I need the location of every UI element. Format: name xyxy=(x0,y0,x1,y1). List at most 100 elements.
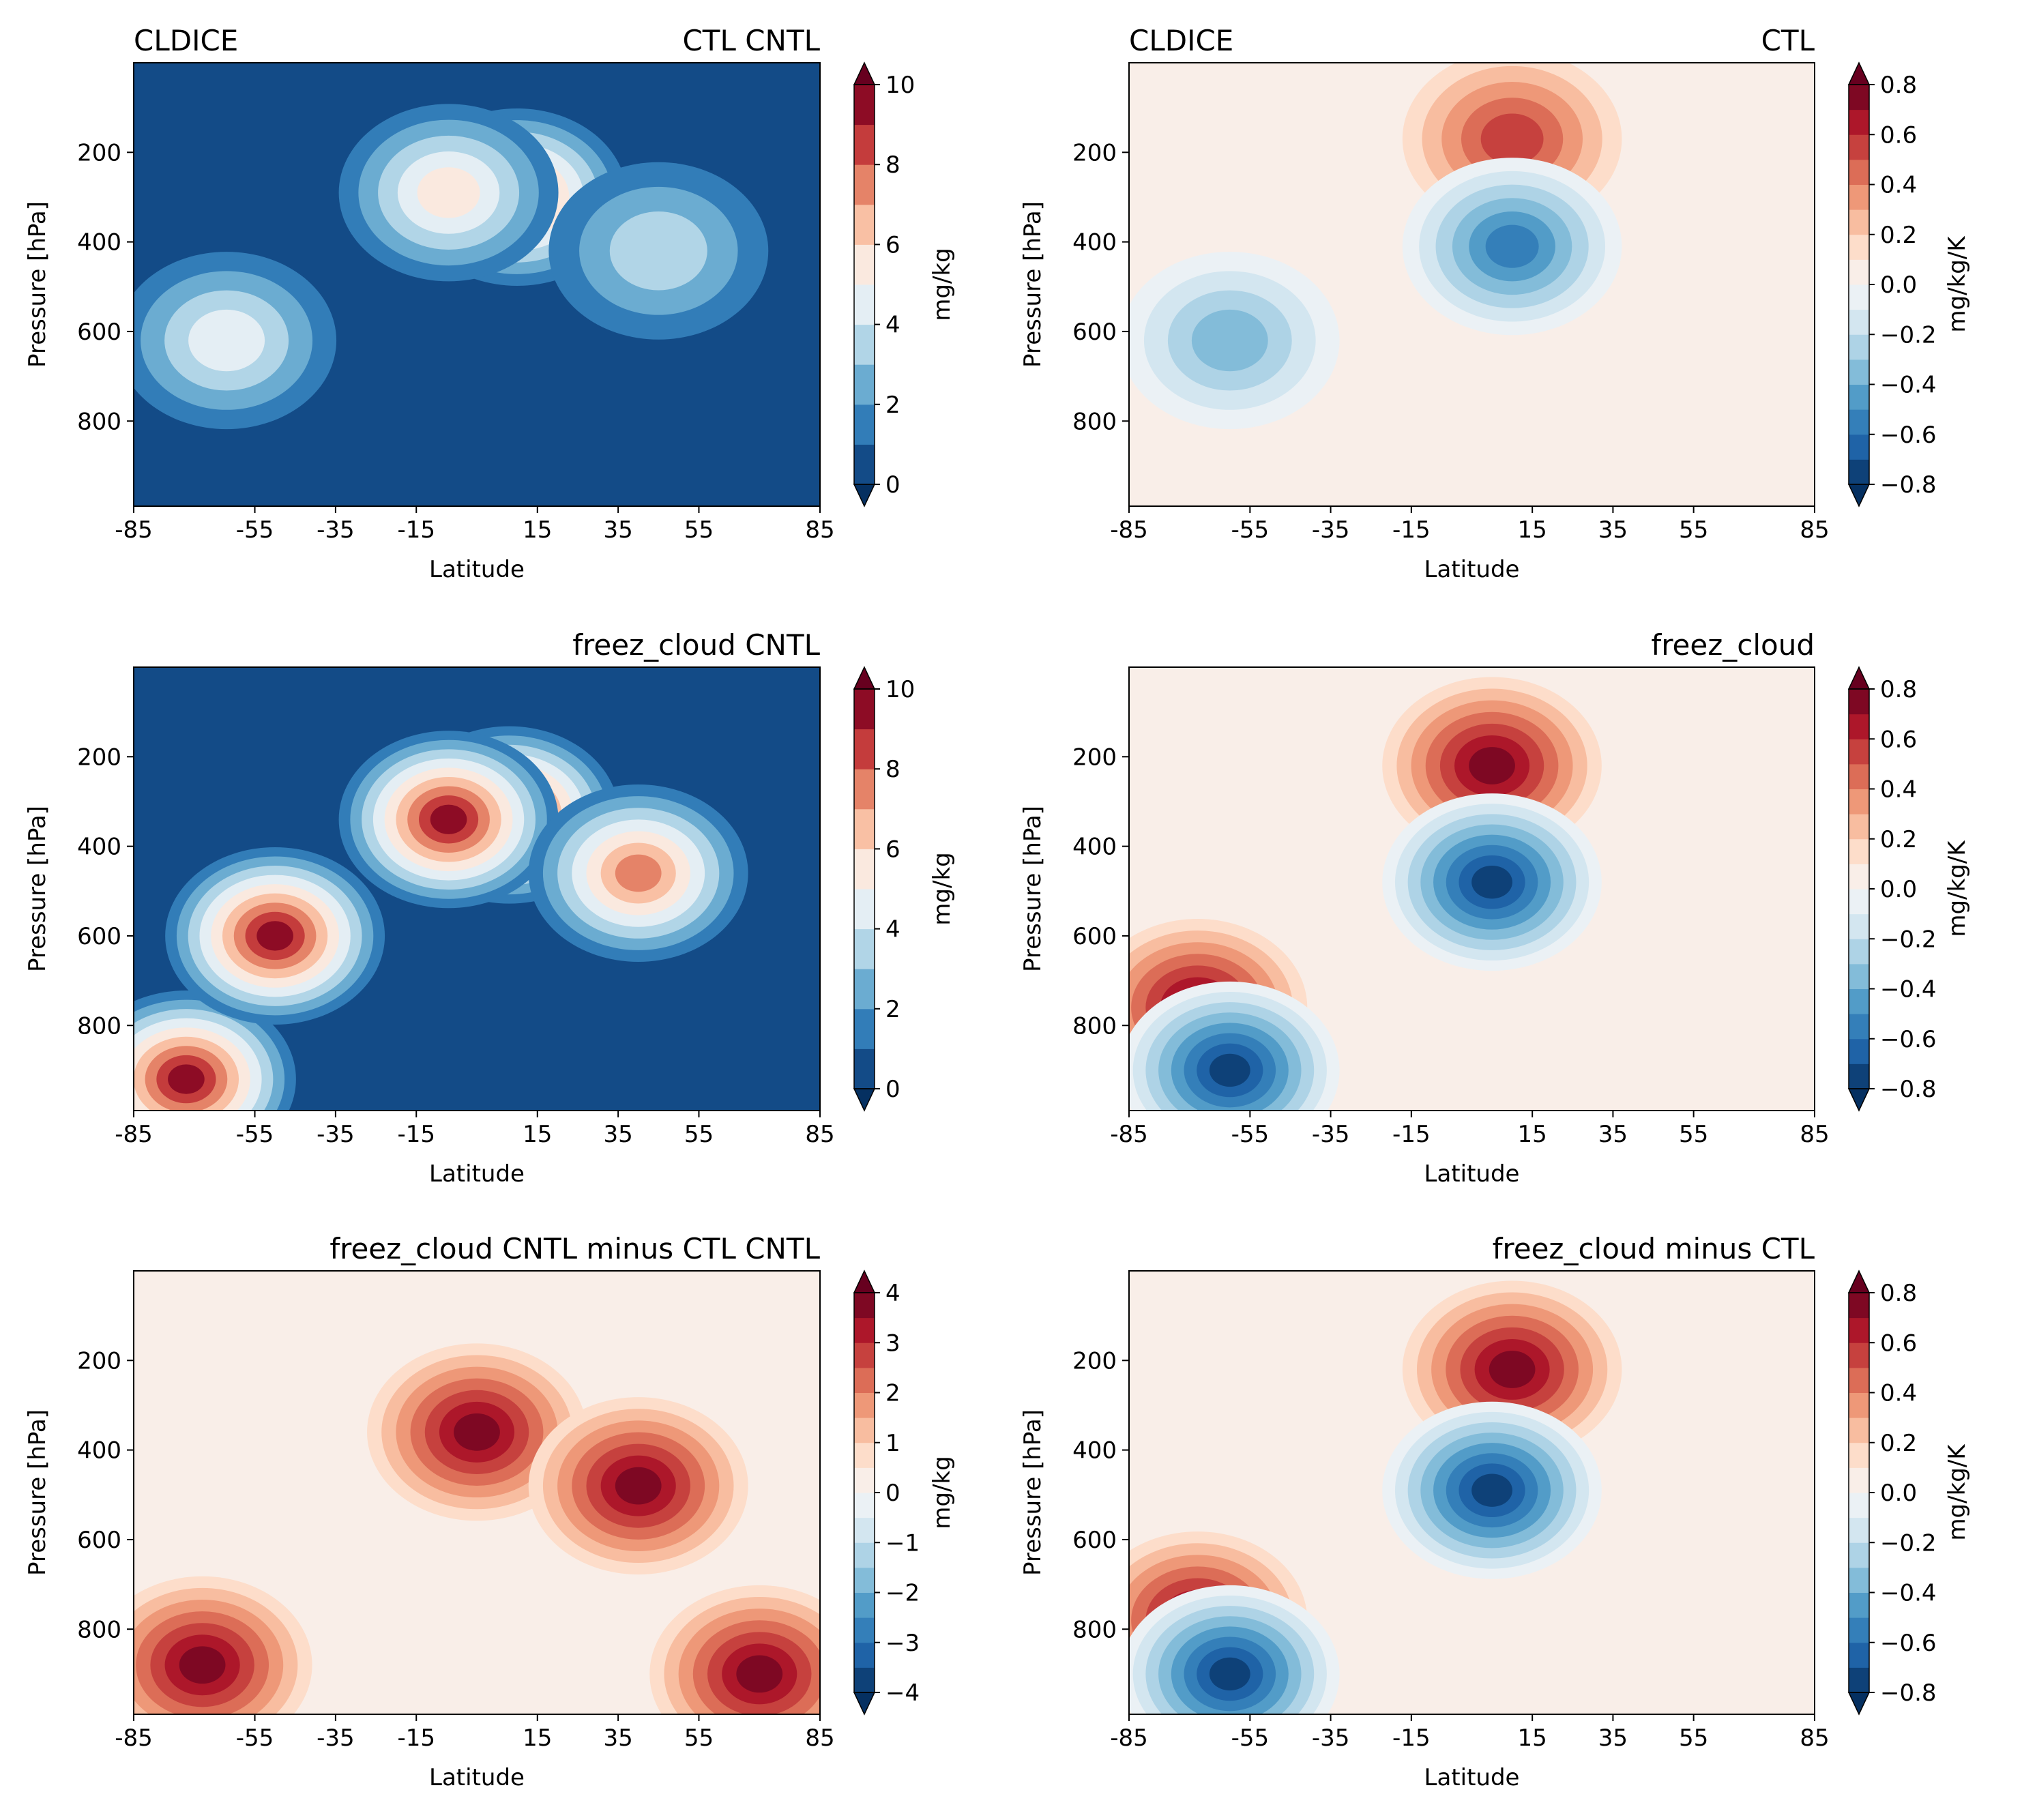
contour-feature-1 xyxy=(454,1413,500,1451)
colorbar-level xyxy=(1849,1667,1869,1693)
contour-feature-2 xyxy=(1485,224,1539,268)
colorbar-tick-label: −0.2 xyxy=(1880,926,1937,953)
contour-feature-3 xyxy=(430,804,467,834)
colorbar-label: mg/kg/K xyxy=(1944,235,1971,333)
x-tick-label: 55 xyxy=(1679,1724,1708,1752)
x-tick-label: -55 xyxy=(236,516,274,544)
y-tick-label: 200 xyxy=(77,744,121,771)
title-right: CTL CNTL xyxy=(682,24,820,57)
y-tick-label: 400 xyxy=(77,1437,121,1465)
colorbar-level xyxy=(1849,913,1869,939)
colorbar-level xyxy=(854,808,875,849)
colorbar-frame xyxy=(853,84,875,485)
colorbar-level xyxy=(1849,714,1869,739)
colorbar-tick-label: 0.6 xyxy=(1880,726,1917,753)
contour-feature-1 xyxy=(1480,113,1544,164)
y-tick-label: 400 xyxy=(1072,1437,1117,1465)
colorbar-tick-label: −1 xyxy=(885,1529,920,1557)
colorbar-level xyxy=(1849,359,1869,385)
colorbar-tick-label: 0.2 xyxy=(1880,1430,1917,1457)
x-tick-label: -55 xyxy=(236,1724,274,1752)
colorbar-tick-label: 4 xyxy=(885,312,900,339)
colorbar-label: mg/kg xyxy=(928,1456,956,1529)
contour-feature-4 xyxy=(609,211,707,291)
colorbar-level xyxy=(1849,1517,1869,1543)
x-tick-label: -85 xyxy=(115,1724,153,1752)
colorbar-level xyxy=(1849,434,1869,460)
panel-5: -85 -55 -35 -15 15 35 55 85 200 400 600 800 Latitude… xyxy=(24,1232,956,1791)
colorbar-tick-label: 2 xyxy=(885,1380,900,1407)
x-tick-label: 15 xyxy=(523,1121,552,1148)
x-tick-label: 35 xyxy=(1598,516,1628,544)
colorbar-tick-label: −0.8 xyxy=(1880,471,1937,499)
colorbar-tick-label: −3 xyxy=(885,1630,920,1657)
colorbar-level xyxy=(854,1342,875,1368)
colorbar-level xyxy=(1849,159,1869,185)
x-tick-label: 35 xyxy=(603,516,632,544)
colorbar-tick-label: −0.2 xyxy=(1880,1529,1937,1557)
x-tick-label: 55 xyxy=(684,1121,714,1148)
y-tick-label: 200 xyxy=(1072,139,1117,166)
y-axis-label: Pressure [hPa] xyxy=(24,806,51,972)
x-tick-label: 15 xyxy=(1518,516,1547,544)
x-tick-label: -55 xyxy=(236,1121,274,1148)
y-axis-label: Pressure [hPa] xyxy=(24,201,51,368)
colorbar-level xyxy=(854,1517,875,1543)
y-tick-label: 600 xyxy=(77,923,121,950)
x-tick-label: 85 xyxy=(805,1724,834,1752)
colorbar-tick-label: 0.8 xyxy=(1880,1280,1917,1307)
colorbar-level xyxy=(854,1367,875,1393)
axes-frame xyxy=(133,1270,821,1715)
colorbar-extend-max xyxy=(853,1269,876,1293)
y-tick-label: 600 xyxy=(77,319,121,346)
colorbar: 0 2 4 6 8 10 mg/kg xyxy=(853,666,956,1112)
colorbar: −4 −3 −2 −1 0 1 2 3 4 mg/kg xyxy=(853,1269,956,1716)
y-tick-label: 600 xyxy=(1072,923,1117,950)
colorbar-extend-max xyxy=(1847,666,1871,690)
x-tick-label: -15 xyxy=(397,516,435,544)
colorbar-tick-label: −0.4 xyxy=(1880,372,1937,399)
x-tick-label: 85 xyxy=(1800,1724,1829,1752)
colorbar-tick-label: 0.0 xyxy=(1880,876,1917,903)
colorbar-level xyxy=(1849,1542,1869,1568)
colorbar-tick-label: 10 xyxy=(885,72,915,99)
colorbar-level xyxy=(1849,109,1869,135)
colorbar-extend-max xyxy=(1847,61,1871,85)
colorbar-tick-label: −2 xyxy=(885,1580,920,1607)
colorbar-level xyxy=(1849,988,1869,1014)
y-tick-label: 800 xyxy=(1072,1616,1117,1643)
colorbar-tick-label: 0.6 xyxy=(1880,1330,1917,1357)
axes-frame xyxy=(1128,62,1815,507)
colorbar-level xyxy=(1849,284,1869,310)
colorbar-tick-label: 2 xyxy=(885,996,900,1023)
x-tick-label: -85 xyxy=(1110,1121,1148,1148)
panel-6: -85 -55 -35 -15 15 35 55 85 200 400 600 800 Latitude… xyxy=(1019,1232,1971,1791)
colorbar-level xyxy=(1849,1342,1869,1368)
x-tick-label: -35 xyxy=(317,516,355,544)
colorbar-tick-label: 0 xyxy=(885,1076,900,1103)
panel-3: -85 -55 -35 -15 15 35 55 85 200 400 600 800 Latitude… xyxy=(24,628,956,1188)
colorbar-tick-label: 1 xyxy=(885,1430,900,1457)
colorbar-level xyxy=(854,1467,875,1493)
colorbar-level xyxy=(1849,1642,1869,1668)
colorbar-level xyxy=(854,244,875,285)
x-tick-label: -35 xyxy=(317,1121,355,1148)
colorbar-level xyxy=(1849,789,1869,814)
x-axis-label: Latitude xyxy=(429,556,525,583)
x-tick-label: -15 xyxy=(397,1121,435,1148)
colorbar-level xyxy=(854,1048,875,1089)
colorbar-level xyxy=(854,1442,875,1468)
colorbar-level xyxy=(854,1008,875,1049)
colorbar-level xyxy=(1849,1617,1869,1643)
colorbar-level xyxy=(854,1542,875,1568)
x-tick-label: 35 xyxy=(1598,1724,1628,1752)
colorbar-tick-label: −0.4 xyxy=(1880,1580,1937,1607)
y-tick-label: 800 xyxy=(77,1012,121,1040)
y-tick-label: 800 xyxy=(1072,1012,1117,1040)
contour-feature-5 xyxy=(615,854,662,892)
colorbar-extend-min xyxy=(853,1088,876,1112)
colorbar-extend-min xyxy=(1847,1088,1871,1112)
colorbar-level xyxy=(1849,763,1869,789)
y-tick-label: 800 xyxy=(77,1616,121,1643)
colorbar-level xyxy=(1849,209,1869,235)
